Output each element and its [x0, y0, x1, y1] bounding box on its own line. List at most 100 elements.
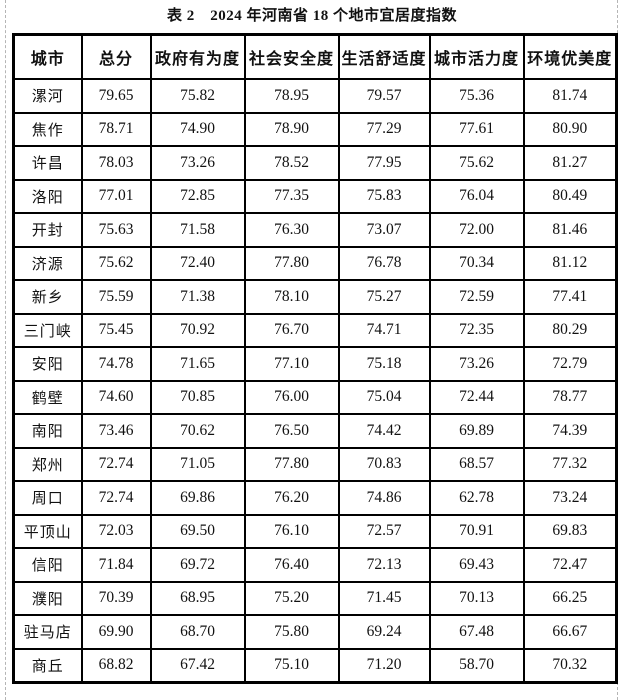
table-row: 商丘 68.82 67.42 75.10 71.20 58.70 70.32 [12, 647, 618, 684]
value-cell: 76.78 [337, 245, 431, 281]
value-cell: 71.45 [337, 580, 431, 616]
value-cell: 76.50 [243, 413, 340, 449]
value-cell: 68.70 [149, 614, 246, 650]
value-cell: 71.58 [149, 212, 246, 248]
value-cell: 68.95 [149, 580, 246, 616]
table-row: 济源 75.62 72.40 77.80 76.78 70.34 81.12 [12, 245, 618, 281]
value-cell: 66.67 [522, 614, 618, 650]
column-header-safety: 社会安全度 [243, 33, 340, 80]
value-cell: 79.57 [337, 78, 431, 114]
value-cell: 77.41 [522, 279, 618, 315]
value-cell: 76.30 [243, 212, 340, 248]
value-cell: 73.26 [149, 145, 246, 181]
table-row: 驻马店 69.90 68.70 75.80 69.24 67.48 66.67 [12, 614, 618, 650]
value-cell: 69.89 [428, 413, 525, 449]
value-cell: 70.13 [428, 580, 525, 616]
value-cell: 73.26 [428, 346, 525, 382]
value-cell: 77.32 [522, 446, 618, 482]
value-cell: 77.80 [243, 245, 340, 281]
table-row: 开封 75.63 71.58 76.30 73.07 72.00 81.46 [12, 212, 618, 248]
value-cell: 71.65 [149, 346, 246, 382]
value-cell: 75.04 [337, 379, 431, 415]
table-row: 周口 72.74 69.86 76.20 74.86 62.78 73.24 [12, 480, 618, 516]
value-cell: 70.62 [149, 413, 246, 449]
value-cell: 75.20 [243, 580, 340, 616]
value-cell: 75.36 [428, 78, 525, 114]
value-cell: 72.74 [80, 480, 152, 516]
value-cell: 69.83 [522, 513, 618, 549]
value-cell: 71.38 [149, 279, 246, 315]
value-cell: 75.59 [80, 279, 152, 315]
column-header-comfort: 生活舒适度 [337, 33, 431, 80]
value-cell: 62.78 [428, 480, 525, 516]
table-caption: 表 2 2024 年河南省 18 个地市宜居度指数 [166, 8, 457, 24]
value-cell: 76.04 [428, 178, 525, 214]
value-cell: 74.78 [80, 346, 152, 382]
header-row: 城市 总分 政府有为度 社会安全度 生活舒适度 城市活力度 环境优美度 [12, 33, 618, 80]
value-cell: 69.72 [149, 547, 246, 583]
value-cell: 76.70 [243, 312, 340, 348]
value-cell: 77.01 [80, 178, 152, 214]
value-cell: 72.59 [428, 279, 525, 315]
value-cell: 74.71 [337, 312, 431, 348]
value-cell: 78.71 [80, 111, 152, 147]
column-header-environment: 环境优美度 [522, 33, 618, 80]
value-cell: 77.95 [337, 145, 431, 181]
table-row: 郑州 72.74 71.05 77.80 70.83 68.57 77.32 [12, 446, 618, 482]
value-cell: 75.80 [243, 614, 340, 650]
value-cell: 66.25 [522, 580, 618, 616]
value-cell: 78.95 [243, 78, 340, 114]
value-cell: 68.82 [80, 647, 152, 684]
value-cell: 77.29 [337, 111, 431, 147]
city-cell: 周口 [12, 480, 83, 516]
value-cell: 67.48 [428, 614, 525, 650]
value-cell: 72.57 [337, 513, 431, 549]
value-cell: 72.85 [149, 178, 246, 214]
value-cell: 77.80 [243, 446, 340, 482]
value-cell: 72.03 [80, 513, 152, 549]
table-row: 濮阳 70.39 68.95 75.20 71.45 70.13 66.25 [12, 580, 618, 616]
value-cell: 73.46 [80, 413, 152, 449]
value-cell: 72.47 [522, 547, 618, 583]
value-cell: 73.07 [337, 212, 431, 248]
city-cell: 济源 [12, 245, 83, 281]
value-cell: 69.24 [337, 614, 431, 650]
value-cell: 80.90 [522, 111, 618, 147]
table-row: 焦作 78.71 74.90 78.90 77.29 77.61 80.90 [12, 111, 618, 147]
value-cell: 73.24 [522, 480, 618, 516]
value-cell: 76.10 [243, 513, 340, 549]
city-cell: 驻马店 [12, 614, 83, 650]
city-cell: 鹤壁 [12, 379, 83, 415]
value-cell: 78.90 [243, 111, 340, 147]
value-cell: 69.43 [428, 547, 525, 583]
value-cell: 70.32 [522, 647, 618, 684]
table-row: 南阳 73.46 70.62 76.50 74.42 69.89 74.39 [12, 413, 618, 449]
table-row: 平顶山 72.03 69.50 76.10 72.57 70.91 69.83 [12, 513, 618, 549]
value-cell: 75.83 [337, 178, 431, 214]
table-row: 洛阳 77.01 72.85 77.35 75.83 76.04 80.49 [12, 178, 618, 214]
value-cell: 77.10 [243, 346, 340, 382]
value-cell: 74.39 [522, 413, 618, 449]
value-cell: 75.45 [80, 312, 152, 348]
city-cell: 信阳 [12, 547, 83, 583]
column-header-total: 总分 [80, 33, 152, 80]
value-cell: 70.85 [149, 379, 246, 415]
value-cell: 71.84 [80, 547, 152, 583]
value-cell: 72.00 [428, 212, 525, 248]
city-cell: 漯河 [12, 78, 83, 114]
value-cell: 75.62 [80, 245, 152, 281]
value-cell: 72.40 [149, 245, 246, 281]
value-cell: 76.00 [243, 379, 340, 415]
value-cell: 69.90 [80, 614, 152, 650]
value-cell: 79.65 [80, 78, 152, 114]
value-cell: 77.35 [243, 178, 340, 214]
value-cell: 78.77 [522, 379, 618, 415]
table-row: 三门峡 75.45 70.92 76.70 74.71 72.35 80.29 [12, 312, 618, 348]
column-header-government: 政府有为度 [149, 33, 246, 80]
value-cell: 71.05 [149, 446, 246, 482]
value-cell: 72.35 [428, 312, 525, 348]
column-header-vitality: 城市活力度 [428, 33, 525, 80]
table-row: 新乡 75.59 71.38 78.10 75.27 72.59 77.41 [12, 279, 618, 315]
value-cell: 74.90 [149, 111, 246, 147]
